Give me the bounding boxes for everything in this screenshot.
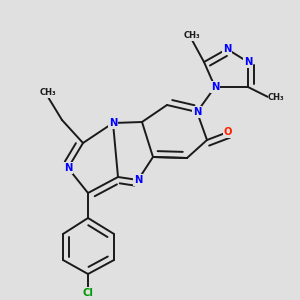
Text: CH₃: CH₃ <box>40 88 56 97</box>
Text: O: O <box>224 127 232 137</box>
Text: CH₃: CH₃ <box>268 92 285 101</box>
Text: CH₃: CH₃ <box>184 31 200 40</box>
Text: N: N <box>193 107 201 117</box>
Text: N: N <box>134 175 142 185</box>
Text: N: N <box>109 118 117 128</box>
Text: Cl: Cl <box>82 288 93 298</box>
Text: N: N <box>64 163 72 173</box>
Text: N: N <box>223 44 231 54</box>
Text: N: N <box>211 82 219 92</box>
Text: N: N <box>244 57 252 67</box>
